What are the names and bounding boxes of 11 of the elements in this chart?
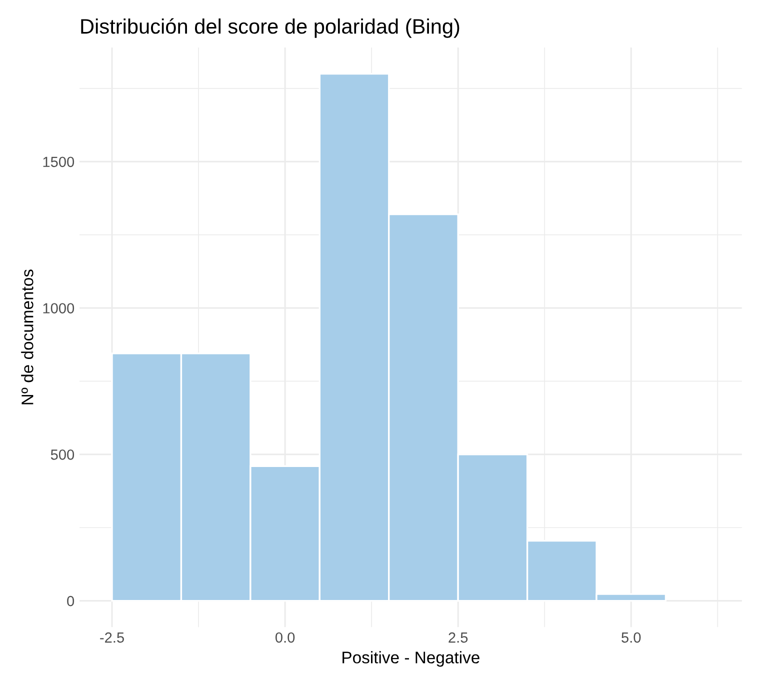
x-tick-label: 2.5 <box>448 632 468 643</box>
x-tick-label: 0.0 <box>275 632 295 643</box>
y-tick-label: 1500 <box>43 156 74 168</box>
chart-title: Distribución del score de polaridad (Bing) <box>81 18 460 38</box>
x-tick-label: -2.5 <box>100 632 124 643</box>
x-tick-label: 5.0 <box>622 632 641 643</box>
y-tick-label: 500 <box>50 450 74 460</box>
y-axis-title: Nº de documentos <box>21 270 34 404</box>
y-tick-label: 0 <box>67 596 74 606</box>
x-axis-title: Positive - Negative <box>342 651 480 667</box>
y-tick-label: 1000 <box>43 303 74 314</box>
